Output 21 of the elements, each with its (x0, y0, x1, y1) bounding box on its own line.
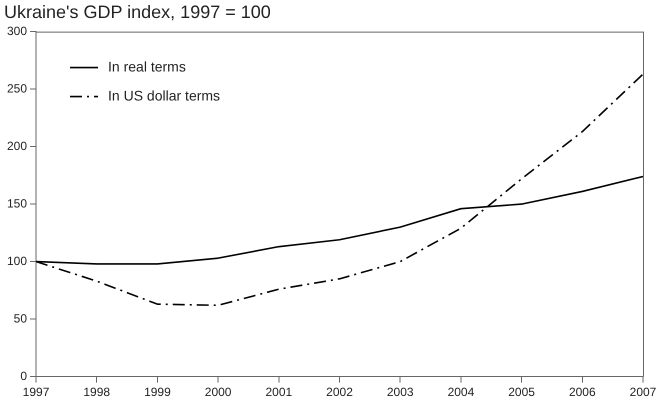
x-tick-label: 2003 (386, 385, 414, 400)
x-tick-label: 2005 (508, 385, 536, 400)
x-tick-label: 1999 (144, 385, 172, 400)
chart-title: Ukraine's GDP index, 1997 = 100 (4, 2, 271, 22)
y-tick-label: 100 (6, 254, 28, 268)
y-tick-label: 300 (6, 24, 28, 38)
x-tick-label: 1998 (83, 385, 110, 400)
y-tick-label: 200 (6, 138, 28, 153)
x-tick-label: 2000 (204, 385, 232, 400)
x-tick-label: 2006 (568, 385, 596, 400)
legend-label: In real terms (108, 58, 186, 74)
y-tick-label: 250 (6, 81, 28, 96)
x-tick-label: 2001 (265, 385, 292, 400)
legend-label: In US dollar terms (108, 87, 220, 104)
y-tick-label: 150 (6, 196, 28, 210)
x-tick-label: 2002 (326, 385, 354, 400)
x-tick-label: 2004 (448, 385, 475, 400)
x-tick-label: 2007 (630, 385, 657, 400)
y-tick-label: 50 (14, 311, 28, 326)
x-tick-label: 1997 (22, 385, 50, 400)
y-tick-label: 0 (20, 368, 28, 383)
